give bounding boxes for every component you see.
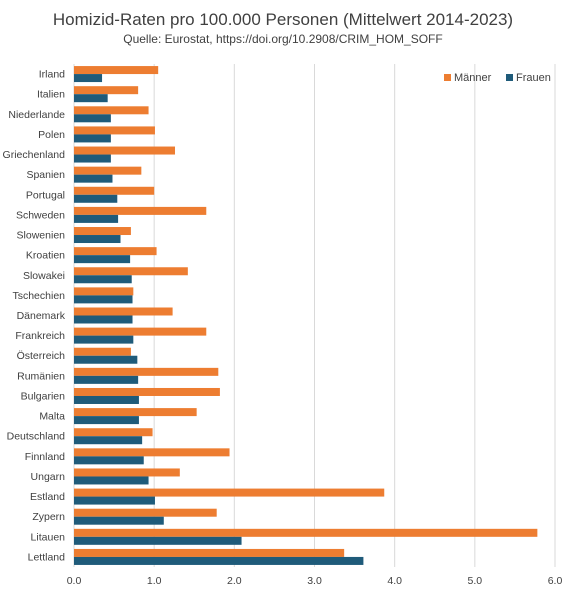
- bar-maenner-3: [74, 126, 155, 135]
- bar-frauen-11: [74, 295, 133, 304]
- category-label-23: Litauen: [31, 531, 66, 543]
- bar-maenner-23: [74, 528, 538, 537]
- category-label-10: Slowakei: [23, 270, 65, 282]
- legend-swatch-1: [506, 74, 513, 81]
- bar-frauen-20: [74, 476, 149, 485]
- bar-maenner-7: [74, 206, 207, 215]
- category-label-7: Schweden: [16, 209, 65, 221]
- bar-maenner-20: [74, 468, 180, 477]
- bar-frauen-1: [74, 94, 108, 103]
- category-label-9: Kroatien: [26, 250, 65, 262]
- category-label-5: Spanien: [26, 169, 65, 181]
- bar-maenner-17: [74, 408, 197, 417]
- bar-maenner-16: [74, 387, 220, 396]
- category-label-22: Zypern: [32, 511, 65, 523]
- x-tick-label-3: 3.0: [307, 575, 322, 587]
- category-label-15: Rumänien: [17, 370, 65, 382]
- bar-frauen-6: [74, 194, 118, 203]
- legend: Männer Frauen: [444, 72, 551, 84]
- bar-maenner-10: [74, 267, 188, 276]
- x-tick-label-5: 5.0: [468, 575, 483, 587]
- category-label-16: Bulgarien: [21, 390, 66, 402]
- bar-maenner-19: [74, 448, 230, 457]
- legend-label-1: Frauen: [516, 72, 551, 84]
- bar-frauen-18: [74, 436, 143, 445]
- bar-maenner-15: [74, 367, 219, 376]
- x-tick-label-4: 4.0: [387, 575, 402, 587]
- bar-maenner-22: [74, 508, 217, 517]
- bar-frauen-21: [74, 496, 155, 505]
- bar-frauen-5: [74, 174, 113, 183]
- bar-frauen-24: [74, 556, 364, 565]
- category-label-6: Portugal: [26, 189, 65, 201]
- category-label-21: Estland: [30, 491, 65, 503]
- category-label-17: Malta: [39, 411, 65, 423]
- x-tick-label-1: 1.0: [147, 575, 162, 587]
- bar-maenner-14: [74, 347, 131, 356]
- x-tick-labels: 0.0 1.0 2.0 3.0 4.0 5.0 6.0: [67, 575, 563, 587]
- bar-frauen-3: [74, 134, 111, 143]
- bar-frauen-10: [74, 275, 132, 284]
- category-label-12: Dänemark: [17, 310, 66, 322]
- bar-frauen-4: [74, 154, 111, 163]
- bar-frauen-9: [74, 255, 131, 264]
- bars: [74, 66, 538, 565]
- chart-subtitle: Quelle: Eurostat, https://doi.org/10.290…: [123, 32, 443, 46]
- bar-frauen-15: [74, 375, 139, 384]
- chart-title: Homizid-Raten pro 100.000 Personen (Mitt…: [52, 10, 514, 29]
- bar-maenner-8: [74, 227, 131, 236]
- category-label-14: Österreich: [17, 350, 66, 362]
- category-label-20: Ungarn: [31, 471, 66, 483]
- bar-maenner-12: [74, 307, 173, 316]
- bar-maenner-6: [74, 186, 155, 195]
- bar-maenner-21: [74, 488, 385, 497]
- x-tick-label-6: 6.0: [548, 575, 563, 587]
- bar-frauen-0: [74, 74, 103, 83]
- bar-maenner-4: [74, 146, 176, 155]
- bar-maenner-9: [74, 247, 157, 256]
- bar-frauen-22: [74, 516, 164, 525]
- bar-frauen-2: [74, 114, 111, 123]
- legend-label-0: Männer: [454, 72, 492, 84]
- bar-frauen-8: [74, 235, 121, 244]
- bar-maenner-0: [74, 66, 159, 75]
- bar-frauen-16: [74, 395, 139, 404]
- category-label-3: Polen: [38, 129, 65, 141]
- bar-maenner-5: [74, 166, 142, 175]
- bar-frauen-23: [74, 536, 242, 545]
- category-label-2: Niederlande: [8, 109, 65, 121]
- bar-frauen-17: [74, 416, 139, 425]
- bar-frauen-12: [74, 315, 133, 324]
- bar-frauen-14: [74, 355, 138, 364]
- bar-frauen-13: [74, 335, 134, 344]
- bar-maenner-13: [74, 327, 207, 336]
- bar-maenner-2: [74, 106, 149, 115]
- bar-maenner-11: [74, 287, 134, 296]
- bar-maenner-24: [74, 548, 345, 557]
- x-tick-label-0: 0.0: [67, 575, 82, 587]
- category-label-13: Frankreich: [15, 330, 65, 342]
- category-label-4: Griechenland: [3, 149, 66, 161]
- category-label-19: Finnland: [25, 451, 65, 463]
- category-label-8: Slowenien: [17, 230, 66, 242]
- bar-maenner-1: [74, 86, 139, 95]
- bar-maenner-18: [74, 428, 153, 437]
- category-label-1: Italien: [37, 89, 65, 101]
- category-label-24: Lettland: [28, 551, 66, 563]
- category-label-0: Irland: [39, 69, 65, 81]
- legend-swatch-0: [444, 74, 451, 81]
- category-labels: Irland Italien Niederlande Polen Griechenlan…: [3, 69, 66, 564]
- category-label-18: Deutschland: [7, 431, 66, 443]
- bar-frauen-19: [74, 456, 144, 465]
- bar-frauen-7: [74, 214, 119, 223]
- category-label-11: Tschechien: [12, 290, 65, 302]
- x-tick-label-2: 2.0: [227, 575, 242, 587]
